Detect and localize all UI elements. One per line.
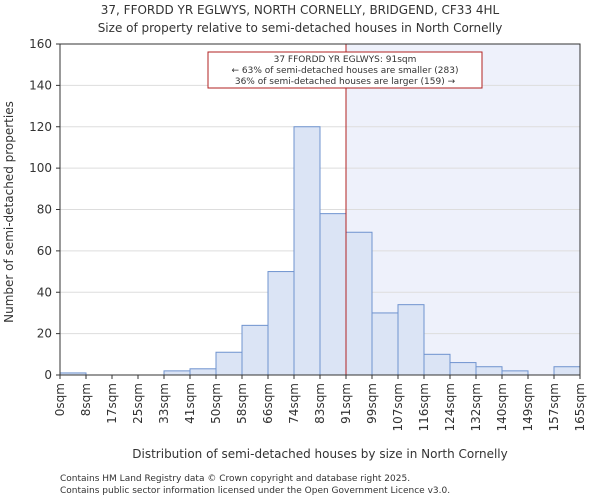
annotation-box: 37 FFORDD YR EGLWYS: 91sqm ← 63% of semi… [207,51,483,89]
bar-66sqm [267,271,295,376]
bar-50sqm [215,351,243,376]
bar-99sqm [371,312,399,376]
x-tick-label: 0sqm [53,383,67,416]
x-tick-label: 8sqm [79,383,93,416]
annotation-line-3: 36% of semi-detached houses are larger (… [235,77,456,87]
x-tick-label: 33sqm [157,383,171,424]
x-tick-label: 124sqm [443,383,457,431]
y-tick-label: 80 [37,203,52,217]
bar-140sqm [501,370,529,376]
bars [59,126,581,376]
y-tick-label: 160 [29,37,52,51]
bar-83sqm [319,213,347,376]
y-tick-label: 40 [37,285,52,299]
y-tick-label: 0 [44,368,52,382]
footer-line-1: Contains HM Land Registry data © Crown c… [60,474,410,484]
footer-line-2: Contains public sector information licen… [60,486,450,496]
x-tick-label: 157sqm [547,383,561,431]
x-tick-label: 66sqm [261,383,275,424]
x-tick-label: 25sqm [131,383,145,424]
y-tick-label: 100 [29,161,52,175]
y-axis-ticks: 0 20 40 60 80 100 120 140 160 [29,37,60,382]
y-tick-label: 120 [29,120,52,134]
bar-124sqm [449,362,477,376]
x-tick-label: 41sqm [183,383,197,424]
bar-33sqm [163,370,191,376]
annotation-line-2: ← 63% of semi-detached houses are smalle… [232,66,459,76]
x-tick-label: 58sqm [235,383,249,424]
y-tick-label: 140 [29,78,52,92]
chart-title: 37, FFORDD YR EGLWYS, NORTH CORNELLY, BR… [101,3,500,17]
y-axis-label: Number of semi-detached properties [2,101,16,323]
x-tick-label: 107sqm [391,383,405,431]
bar-107sqm [397,304,425,376]
bar-116sqm [423,353,451,376]
y-tick-label: 60 [37,244,52,258]
annotation-line-1: 37 FFORDD YR EGLWYS: 91sqm [274,55,417,65]
bar-132sqm [475,366,503,376]
x-tick-label: 165sqm [573,383,587,431]
x-tick-label: 83sqm [313,383,327,424]
bar-157sqm [553,366,581,376]
bar-41sqm [189,368,217,376]
x-tick-label: 17sqm [105,383,119,424]
x-tick-label: 140sqm [495,383,509,431]
x-tick-label: 132sqm [469,383,483,431]
bar-58sqm [241,324,269,376]
x-tick-label: 91sqm [339,383,353,424]
x-axis-ticks: 0sqm 8sqm 17sqm 25sqm 33sqm 41sqm 50sqm 58sqm 66… [53,375,587,431]
bar-74sqm [293,126,321,376]
x-tick-label: 116sqm [417,383,431,431]
x-tick-label: 149sqm [521,383,535,431]
chart-subtitle: Size of property relative to semi-detach… [98,21,503,35]
x-tick-label: 99sqm [365,383,379,424]
annotation-frame [207,51,483,89]
x-axis-label: Distribution of semi-detached houses by … [132,447,507,461]
bar-91sqm [345,231,373,376]
x-tick-label: 74sqm [287,383,301,424]
x-tick-label: 50sqm [209,383,223,424]
y-tick-label: 20 [37,327,52,341]
